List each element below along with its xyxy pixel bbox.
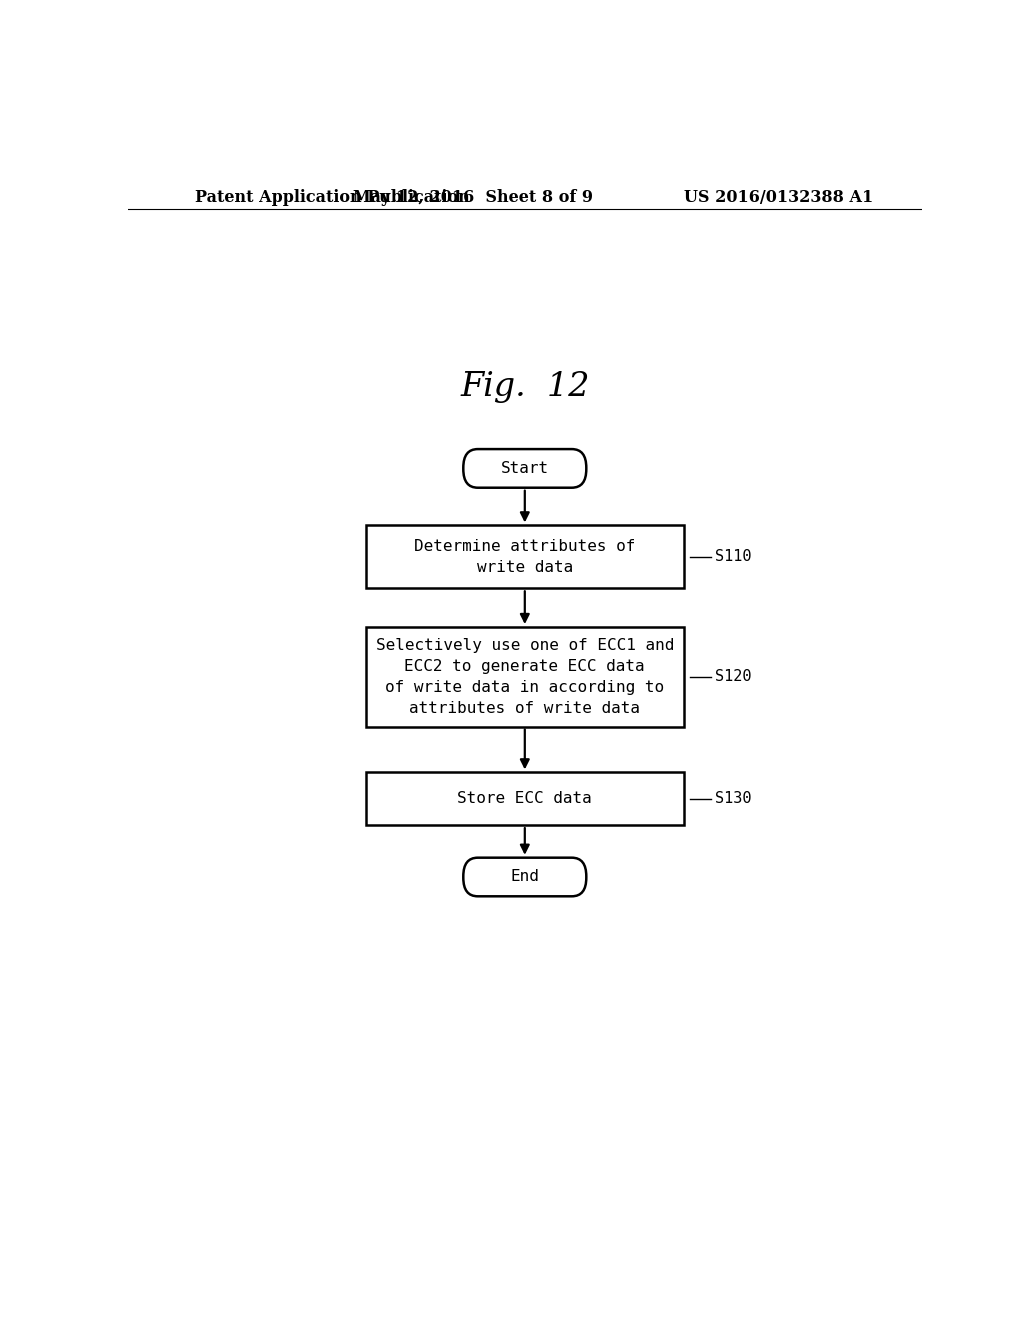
Text: Store ECC data: Store ECC data xyxy=(458,791,592,807)
Text: Start: Start xyxy=(501,461,549,477)
FancyBboxPatch shape xyxy=(463,449,587,487)
Text: S120: S120 xyxy=(715,669,752,684)
Text: End: End xyxy=(510,870,540,884)
FancyBboxPatch shape xyxy=(367,772,684,825)
FancyBboxPatch shape xyxy=(463,858,587,896)
Text: S110: S110 xyxy=(715,549,752,565)
Text: May 12, 2016  Sheet 8 of 9: May 12, 2016 Sheet 8 of 9 xyxy=(353,189,593,206)
Text: US 2016/0132388 A1: US 2016/0132388 A1 xyxy=(684,189,873,206)
Text: Selectively use one of ECC1 and
ECC2 to generate ECC data
of write data in accor: Selectively use one of ECC1 and ECC2 to … xyxy=(376,638,674,715)
Text: Fig.  12: Fig. 12 xyxy=(460,371,590,403)
Text: Patent Application Publication: Patent Application Publication xyxy=(196,189,470,206)
Text: Determine attributes of
write data: Determine attributes of write data xyxy=(414,539,636,574)
Text: S130: S130 xyxy=(715,791,752,807)
FancyBboxPatch shape xyxy=(367,525,684,589)
FancyBboxPatch shape xyxy=(367,627,684,726)
